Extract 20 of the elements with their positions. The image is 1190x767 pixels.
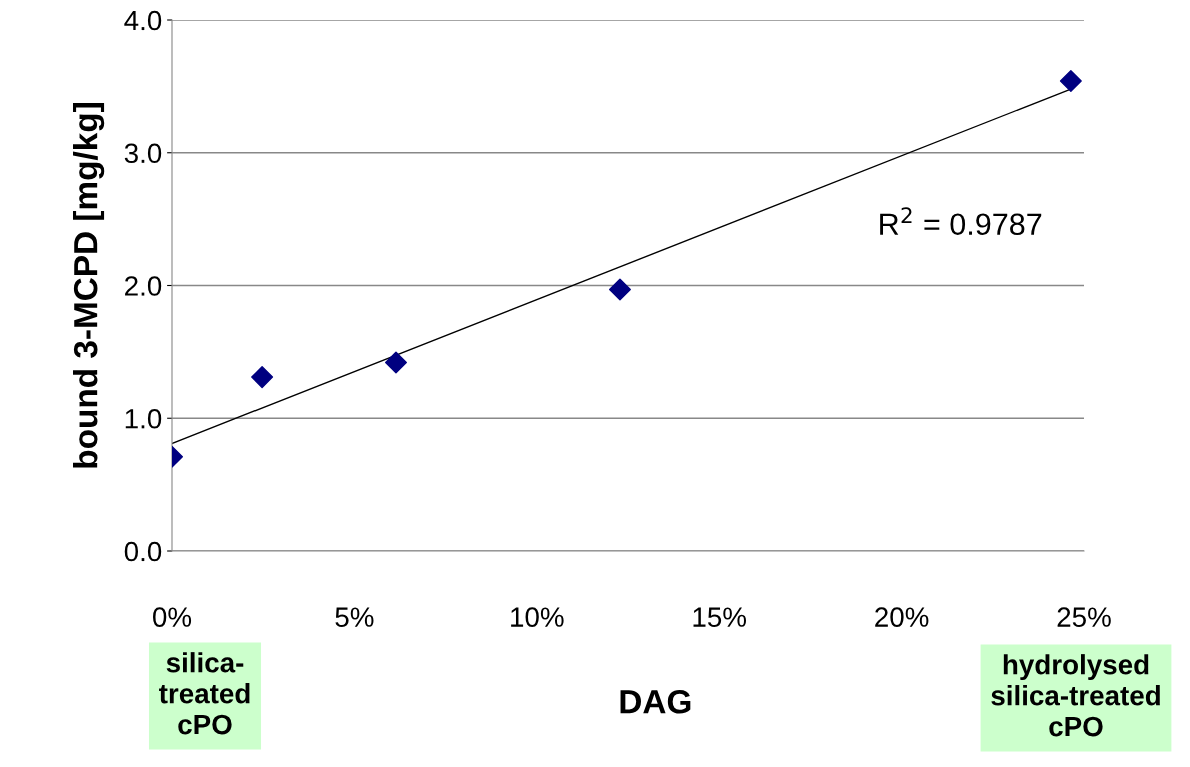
y-tick-label: 2.0 [125,276,162,296]
point [251,366,274,389]
x-tick-label: 10% [511,607,564,627]
annotation: R$^{2}$ = 0.9787 [880,207,1042,236]
x-tick-label: 0% [153,607,192,627]
x-axis-title: DAG [620,689,691,714]
y-tick-label: 1.0 [125,408,162,429]
point [384,351,407,374]
text: silica- treated cPO [159,652,250,735]
y-tick-label: 3.0 [124,143,162,164]
x-tick-label: 15% [693,607,747,627]
text: hydrolysed silica-treated cPO [991,654,1160,737]
y-axis-title: bound 3-MCPD [mg/kg] [73,103,105,468]
point [608,278,631,301]
x-tick-label: 20% [875,607,929,627]
point [1059,70,1082,93]
x-tick-label: 25% [1057,607,1111,627]
y-tick-label: 4.0 [124,10,162,31]
x-tick-label: 5% [335,607,374,627]
y-tick-label: 0.0 [124,541,162,562]
